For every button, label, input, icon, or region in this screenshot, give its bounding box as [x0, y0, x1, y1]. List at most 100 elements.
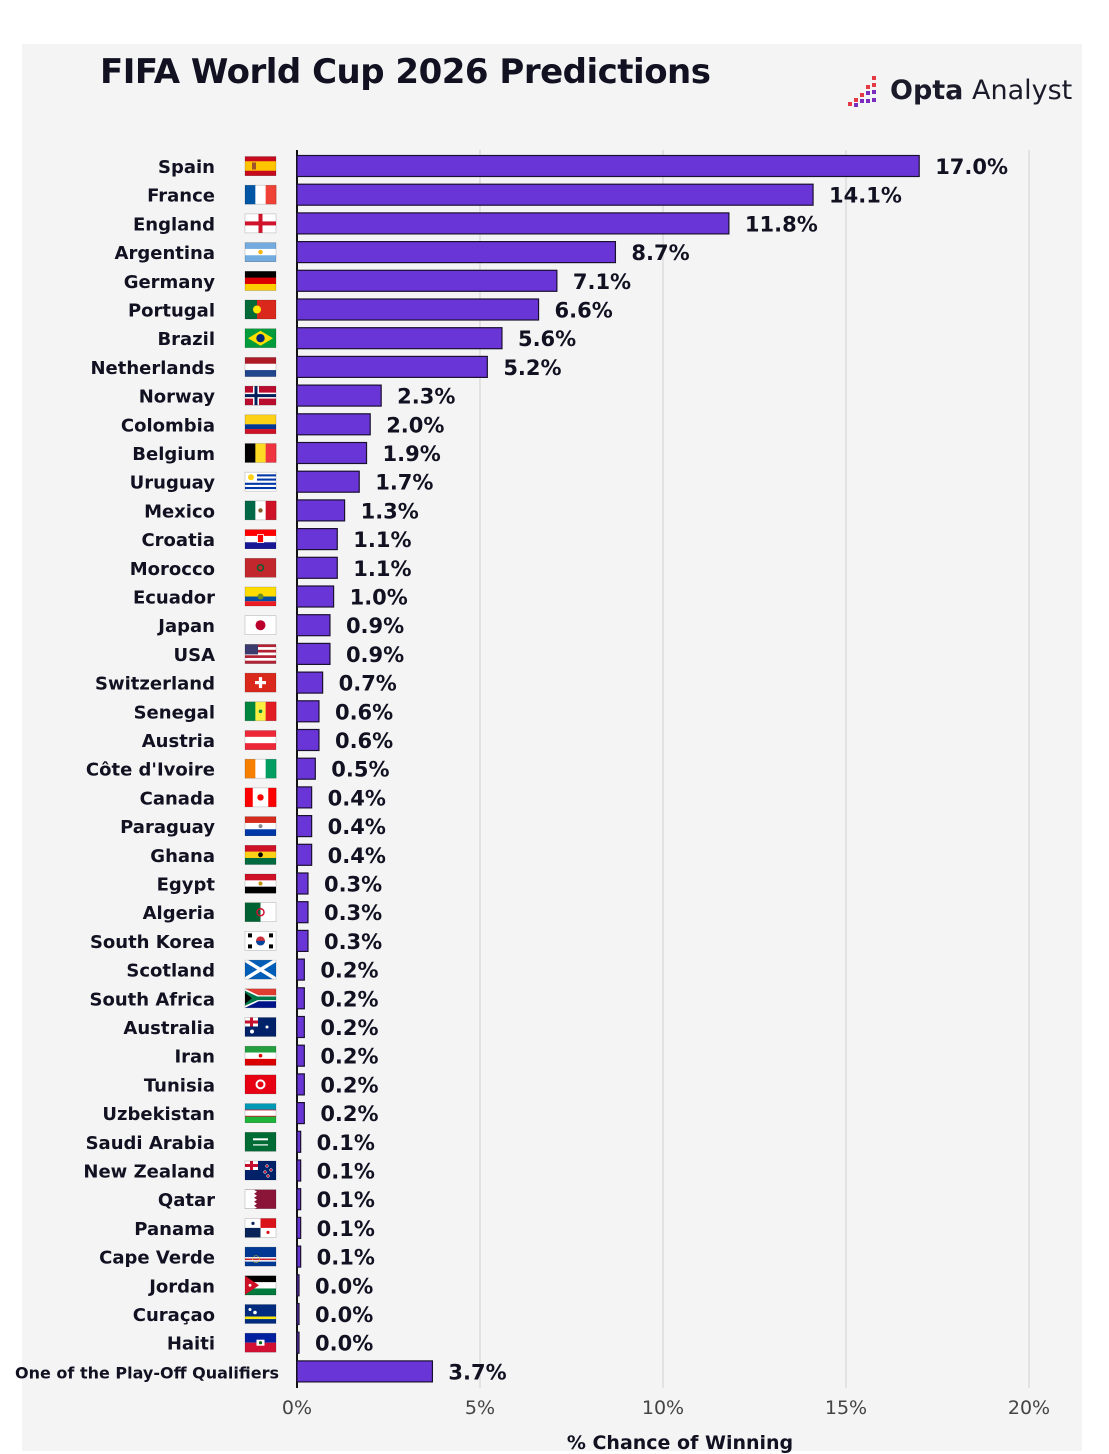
- bar: [296, 671, 324, 694]
- bar: [296, 298, 540, 321]
- data-label: 0.3%: [324, 901, 382, 925]
- south-korea-flag-icon: [244, 931, 277, 951]
- brazil-flag-icon: [244, 328, 277, 349]
- category-label: One of the Play-Off Qualifiers: [15, 1363, 279, 1382]
- belgium-flag-icon: [244, 443, 277, 463]
- data-label: 2.3%: [397, 385, 455, 409]
- data-label: 0.5%: [331, 758, 389, 782]
- bar: [296, 872, 309, 895]
- jordan-flag-icon: [244, 1275, 277, 1296]
- bar: [296, 1245, 302, 1268]
- bar: [296, 154, 920, 178]
- uzbekistan-flag-icon: [244, 1103, 277, 1123]
- category-label: Algeria: [143, 903, 215, 924]
- data-label: 0.2%: [320, 1016, 378, 1040]
- saudi-arabia-flag-icon: [244, 1132, 277, 1152]
- category-label: Colombia: [121, 415, 215, 436]
- bar: [296, 212, 730, 235]
- data-label: 3.7%: [448, 1360, 506, 1384]
- data-label: 0.2%: [320, 987, 378, 1011]
- colombia-flag-icon: [244, 414, 277, 435]
- canada-flag-icon: [244, 787, 277, 808]
- bar: [296, 843, 313, 866]
- category-label: Panama: [134, 1219, 215, 1240]
- data-label: 0.9%: [346, 614, 404, 638]
- data-label: 0.6%: [335, 700, 393, 724]
- argentina-flag-icon: [244, 242, 277, 262]
- bar: [296, 269, 558, 292]
- data-label: 1.7%: [375, 471, 433, 495]
- category-label: Haiti: [167, 1334, 215, 1355]
- x-axis-title: % Chance of Winning: [566, 1432, 794, 1454]
- x-tick-label: 10%: [642, 1397, 684, 1419]
- category-label: Switzerland: [95, 674, 215, 695]
- category-label: Australia: [123, 1018, 215, 1039]
- data-label: 0.1%: [317, 1188, 375, 1212]
- x-tick-label: 5%: [465, 1397, 495, 1419]
- category-label: Japan: [156, 616, 215, 637]
- croatia-flag-icon: [244, 529, 277, 549]
- category-label: Iran: [174, 1047, 215, 1068]
- austria-flag-icon: [244, 730, 277, 750]
- uruguay-flag-icon: [244, 471, 277, 492]
- paraguay-flag-icon: [244, 816, 277, 836]
- brand-name: Opta Analyst: [890, 74, 1073, 106]
- data-label: 0.1%: [317, 1160, 375, 1184]
- category-label: England: [133, 214, 215, 235]
- bar: [296, 183, 814, 206]
- south-africa-flag-icon: [244, 988, 277, 1009]
- bar: [296, 1159, 302, 1182]
- data-label: 1.1%: [353, 557, 411, 581]
- data-label: 0.9%: [346, 643, 404, 667]
- category-label: Croatia: [141, 530, 215, 551]
- opta-logo-icon: [848, 76, 876, 107]
- algeria-flag-icon: [244, 902, 277, 923]
- data-label: 0.2%: [320, 1073, 378, 1097]
- bar: [296, 585, 335, 608]
- bar: [296, 1360, 434, 1383]
- bar: [296, 700, 320, 723]
- data-label: 5.2%: [503, 356, 561, 380]
- x-tick-label: 15%: [825, 1397, 867, 1419]
- data-label: 0.2%: [320, 959, 378, 983]
- bar: [296, 1130, 302, 1153]
- bar: [296, 1274, 300, 1297]
- bar: [296, 728, 320, 752]
- category-label: Austria: [142, 731, 215, 752]
- category-label: Mexico: [144, 501, 215, 522]
- data-label: 0.2%: [320, 1102, 378, 1126]
- bar: [296, 958, 305, 981]
- category-label: Egypt: [157, 875, 216, 896]
- data-label: 1.3%: [361, 499, 419, 523]
- opta-analyst-logo: Opta Analyst: [848, 70, 1072, 110]
- bar: [296, 1216, 302, 1240]
- data-label: 0.0%: [315, 1303, 373, 1327]
- bar: [296, 556, 338, 579]
- mexico-flag-icon: [244, 500, 277, 521]
- data-label: 14.1%: [829, 184, 902, 208]
- senegal-flag-icon: [244, 701, 277, 722]
- bar: [296, 527, 338, 551]
- bar: [296, 1044, 305, 1067]
- data-label: 0.3%: [324, 873, 382, 897]
- data-label: 0.4%: [328, 786, 386, 810]
- morocco-flag-icon: [244, 557, 277, 578]
- data-label: 0.3%: [324, 930, 382, 954]
- bar: [296, 1188, 302, 1211]
- data-label: 1.9%: [383, 442, 441, 466]
- bar: [296, 786, 313, 809]
- category-label: Uzbekistan: [102, 1104, 215, 1125]
- category-label: France: [147, 186, 215, 207]
- category-label: New Zealand: [83, 1162, 215, 1183]
- bar: [296, 355, 488, 378]
- bar: [296, 614, 331, 637]
- bar: [296, 499, 346, 522]
- bar: [296, 384, 382, 407]
- category-label: Jordan: [147, 1276, 215, 1297]
- category-label: Côte d'Ivoire: [86, 760, 215, 781]
- category-label: Curaçao: [133, 1305, 215, 1326]
- data-label: 0.2%: [320, 1045, 378, 1069]
- france-flag-icon: [244, 184, 277, 205]
- category-label: Scotland: [126, 961, 215, 982]
- category-label: Netherlands: [90, 358, 215, 379]
